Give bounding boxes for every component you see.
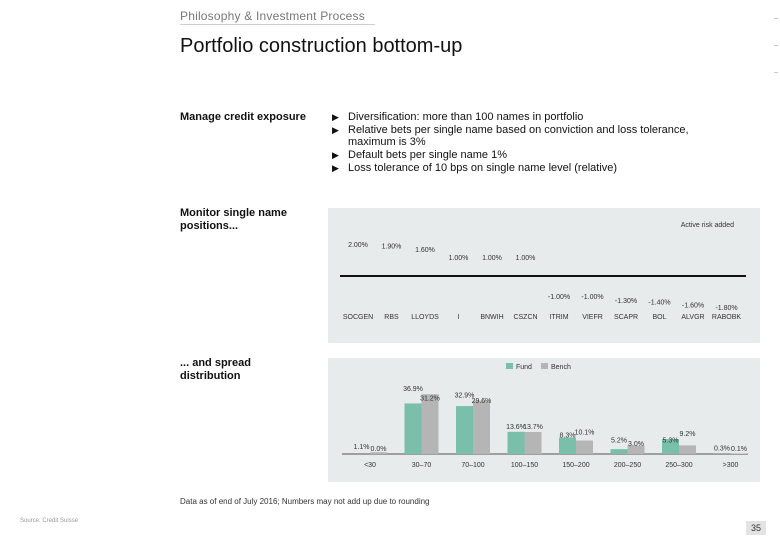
bench-value-label: 32.9% bbox=[455, 393, 475, 400]
section-label-credit: Manage credit exposure bbox=[180, 111, 306, 123]
spread-bucket-label: 200–250 bbox=[614, 462, 641, 469]
position-value-label: -1.60% bbox=[682, 302, 704, 309]
position-value-label: 2.00% bbox=[348, 242, 368, 249]
kicker: Philosophy & Investment Process bbox=[180, 9, 365, 23]
position-value-label: 1.90% bbox=[382, 243, 402, 250]
position-value-label: 1.00% bbox=[449, 255, 469, 262]
spread-bucket-label: >300 bbox=[723, 462, 739, 469]
bench-value-label: 1.1% bbox=[354, 444, 370, 451]
bullet-item: ▶ Relative bets per single name based on … bbox=[332, 124, 689, 148]
bench-value-label: 13.6% bbox=[506, 424, 526, 431]
legend-swatch bbox=[541, 363, 548, 369]
page-number: 35 bbox=[746, 521, 766, 535]
spread-bar bbox=[507, 431, 525, 454]
spread-bucket-label: 70–100 bbox=[461, 462, 484, 469]
credit-bullets: ▶ Diversification: more than 100 names in… bbox=[332, 111, 732, 175]
section-label-positions: Monitor single name positions... bbox=[180, 207, 287, 233]
position-name-label: BOL bbox=[652, 314, 666, 321]
legend-label: Bench bbox=[551, 364, 571, 371]
section-label-spread: ... and spread distribution bbox=[180, 357, 251, 383]
spread-bucket-label: 150–200 bbox=[562, 462, 589, 469]
spread-bar bbox=[679, 445, 696, 454]
position-value-label: -1.00% bbox=[548, 294, 570, 301]
spread-bar bbox=[627, 445, 645, 454]
position-name-label: ALVGR bbox=[681, 314, 704, 321]
spread-bar bbox=[559, 437, 576, 454]
positions-chart-panel: Active risk added 2.00% SOCGEN 1.90% RBS 1.60… bbox=[328, 208, 760, 343]
bullet-item: ▶ Loss tolerance of 10 bps on single name… bbox=[332, 162, 618, 174]
position-name-label: RBS bbox=[384, 314, 399, 321]
legend-label: Fund bbox=[516, 364, 532, 371]
spread-bar bbox=[576, 440, 593, 454]
spread-bucket-label: 30–70 bbox=[412, 462, 432, 469]
footnote: Data as of end of July 2016; Numbers may… bbox=[180, 497, 430, 506]
fund-value-label: 0.1% bbox=[731, 446, 747, 453]
section-label-line: Monitor single name bbox=[180, 207, 287, 219]
fund-value-label: 31.2% bbox=[420, 395, 440, 402]
triangle-icon: ▶ bbox=[332, 163, 339, 173]
legend-swatch bbox=[506, 363, 513, 369]
positions-chart: Active risk added 2.00% SOCGEN 1.90% RBS 1.60… bbox=[340, 222, 746, 321]
position-value-label: -1.80% bbox=[715, 305, 737, 312]
spread-chart: Fund Bench 1.1% 0.0% <30 36.9% 31.2% 30–70 32.9%… bbox=[342, 363, 748, 469]
triangle-icon: ▶ bbox=[332, 125, 339, 135]
spread-bar bbox=[662, 439, 679, 454]
position-value-label: 1.60% bbox=[415, 247, 435, 254]
fund-value-label: 3.0% bbox=[628, 441, 644, 448]
spread-bar bbox=[456, 406, 473, 454]
spread-bar bbox=[404, 403, 422, 454]
fund-value-label: 13.7% bbox=[523, 424, 543, 431]
position-name-label: SCAPR bbox=[614, 314, 638, 321]
bench-value-label: 5.3% bbox=[663, 437, 679, 444]
spread-bucket-label: 250–300 bbox=[665, 462, 692, 469]
section-label-line: positions... bbox=[180, 220, 239, 232]
spread-bar bbox=[421, 394, 439, 454]
position-name-label: CSZCN bbox=[513, 314, 537, 321]
bench-value-label: 0.3% bbox=[714, 446, 730, 453]
footer-source: Source: Credit Suisse bbox=[20, 518, 79, 524]
position-value-label: 1.00% bbox=[482, 255, 502, 262]
triangle-icon: ▶ bbox=[332, 150, 339, 160]
chart-legend: Active risk added bbox=[681, 222, 734, 229]
position-name-label: VIEFR bbox=[582, 314, 603, 321]
fund-value-label: 29.6% bbox=[472, 398, 492, 405]
edge-marks bbox=[774, 18, 780, 99]
position-name-label: ITRIM bbox=[549, 314, 568, 321]
spread-bar bbox=[610, 449, 628, 454]
kicker-rule bbox=[180, 24, 375, 25]
spread-bar bbox=[370, 452, 387, 454]
page-title: Portfolio construction bottom-up bbox=[180, 35, 463, 57]
bullet-item: ▶ Diversification: more than 100 names in… bbox=[332, 111, 584, 123]
fund-value-label: 0.0% bbox=[371, 446, 387, 453]
fund-value-label: 10.1% bbox=[575, 430, 595, 437]
position-name-label: SOCGEN bbox=[343, 314, 373, 321]
position-name-label: RABOBK bbox=[712, 314, 742, 321]
bench-value-label: 36.9% bbox=[403, 386, 423, 393]
position-value-label: -1.00% bbox=[581, 294, 603, 301]
spread-bucket-label: <30 bbox=[364, 462, 376, 469]
bench-value-label: 8.3% bbox=[560, 433, 576, 440]
position-value-label: -1.30% bbox=[615, 298, 637, 305]
spread-bucket-label: 100–150 bbox=[511, 462, 538, 469]
section-label-line: ... and spread bbox=[180, 357, 251, 369]
position-value-label: -1.40% bbox=[648, 300, 670, 307]
bench-value-label: 5.2% bbox=[611, 438, 627, 445]
spread-chart-panel: Fund Bench 1.1% 0.0% <30 36.9% 31.2% 30–70 32.9%… bbox=[328, 358, 760, 482]
section-label-line: distribution bbox=[180, 370, 241, 382]
triangle-icon: ▶ bbox=[332, 112, 339, 122]
position-name-label: BNWIH bbox=[480, 314, 503, 321]
position-name-label: LLOYDS bbox=[411, 314, 439, 321]
spread-bar bbox=[524, 431, 542, 454]
bullet-item: ▶ Default bets per single name 1% bbox=[332, 149, 507, 161]
position-name-label: I bbox=[458, 314, 460, 321]
spread-bar bbox=[473, 400, 490, 454]
position-value-label: 1.00% bbox=[516, 255, 536, 262]
fund-value-label: 9.2% bbox=[680, 431, 696, 438]
